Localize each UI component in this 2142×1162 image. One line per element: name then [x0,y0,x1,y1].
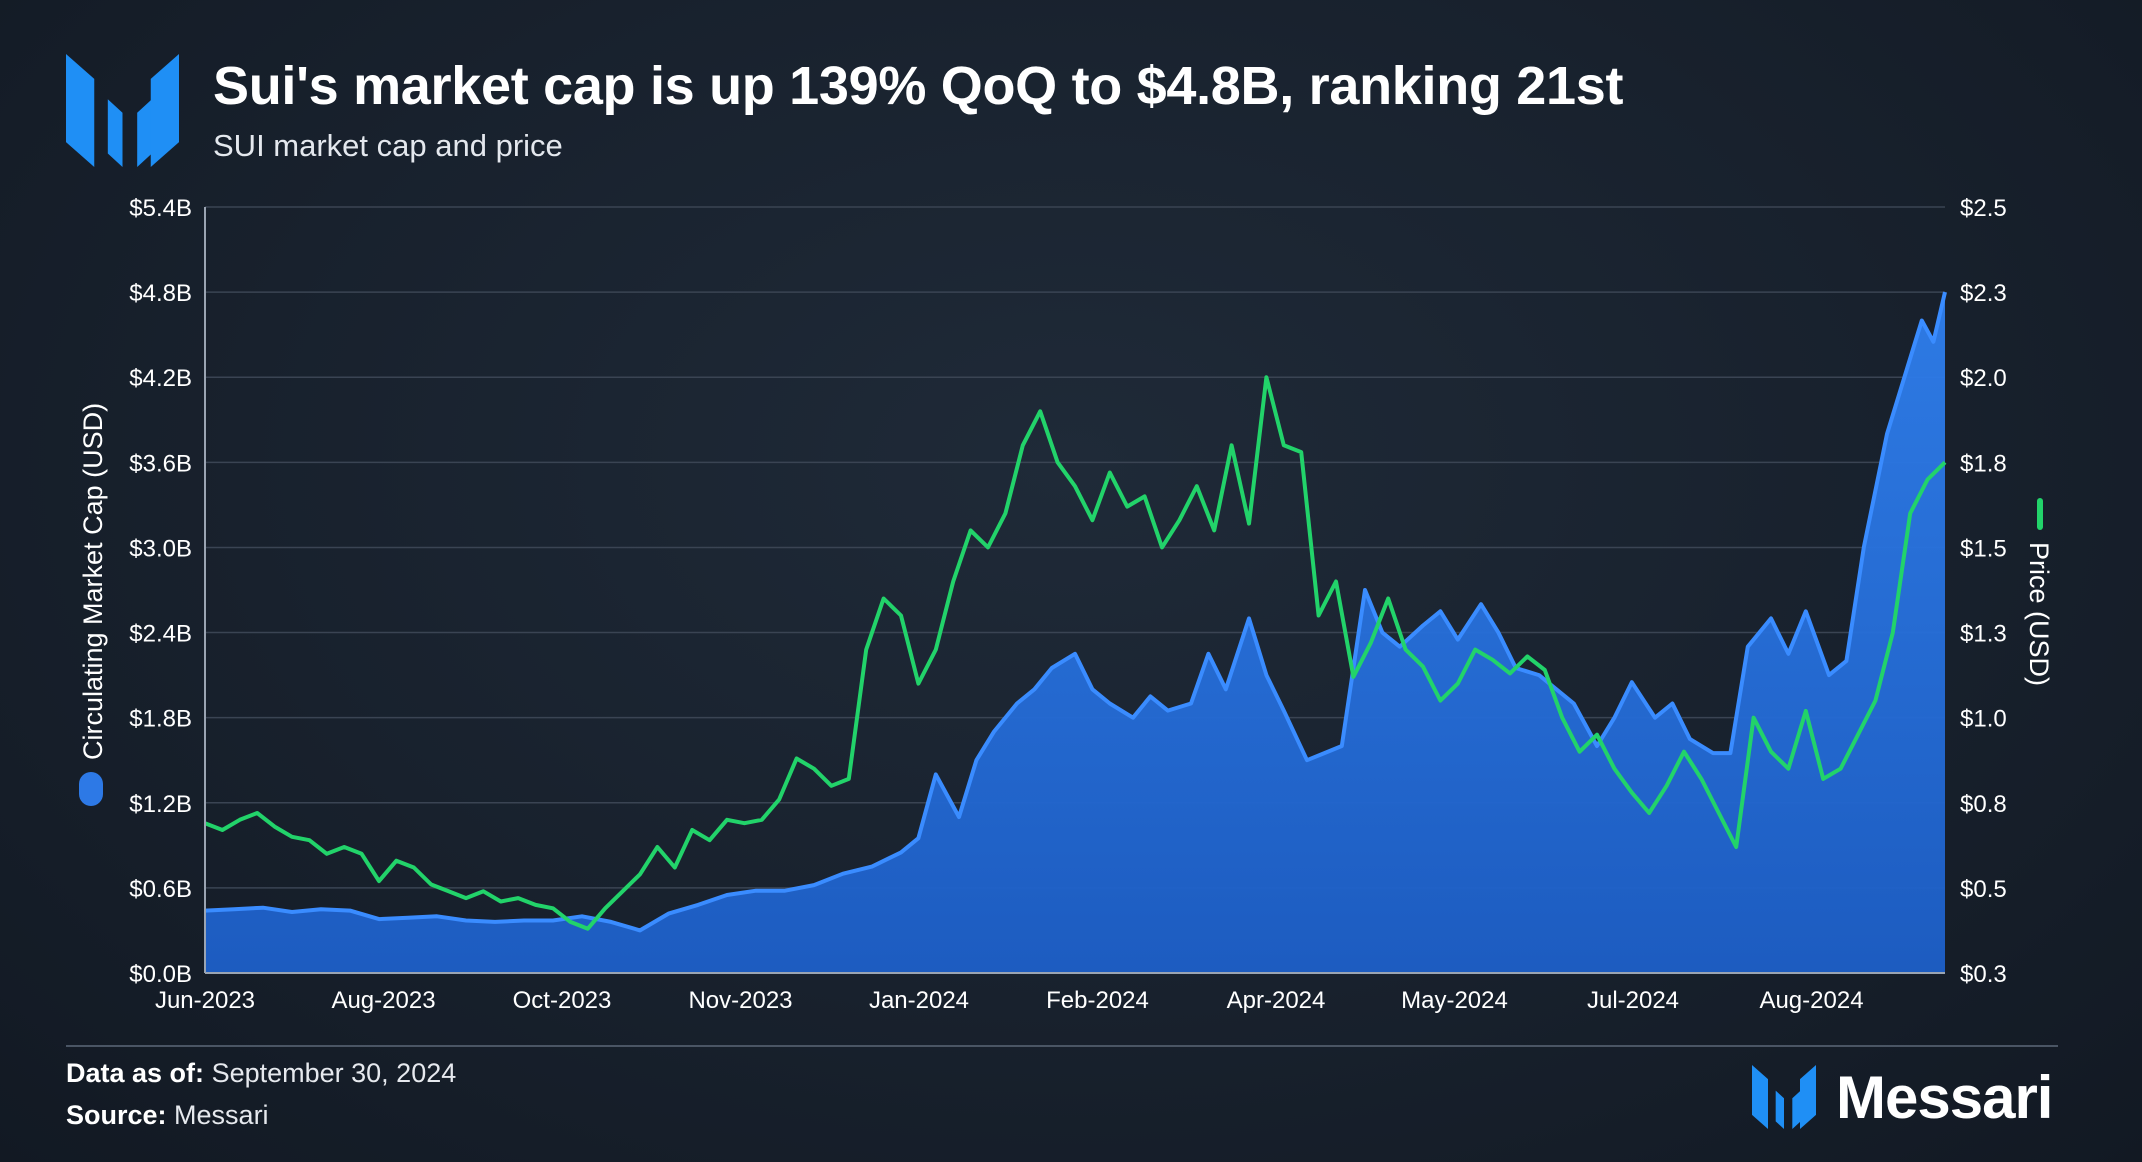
y-tick-label-left: $4.2B [129,365,192,392]
y-tick-label-right: $0.8 [1960,791,2007,818]
y-tick-label-right: $2.3 [1960,280,2007,307]
y-axis-left-ticks: $0.0B $0.6B $1.2B $1.8B $2.4B $3.0B $3.6B $4.2B… [129,195,192,988]
y-tick-label-left: $1.8B [129,706,192,733]
y-tick-label-right: $1.0 [1960,706,2007,733]
brand: Messari [1752,1063,2053,1131]
source-value: Messari [174,1100,269,1130]
data-as-of-value: September 30, 2024 [211,1058,457,1088]
messari-logo-icon [1752,1065,1816,1129]
y-tick-label-left: $3.6B [129,450,192,477]
y-tick-label-right: $1.5 [1960,535,2007,562]
y-tick-label-left: $4.8B [129,280,192,307]
y-tick-label-left: $0.6B [129,876,192,903]
x-tick-label: Aug-2023 [331,987,435,1014]
data-as-of: Data as of: September 30, 2024 [66,1058,456,1089]
y-tick-label-left: $5.4B [129,195,192,222]
price-line [204,375,1947,931]
chart: $0.0B $0.6B $1.2B $1.8B $2.4B $3.0B $3.6B $4.2B… [78,195,2054,1014]
x-tick-label: Oct-2023 [513,987,612,1014]
y-tick-label-left: $1.2B [129,791,192,818]
y-tick-label-left: $2.4B [129,621,192,648]
market-cap-line [204,291,1947,933]
x-axis-ticks: Jun-2023 Aug-2023 Oct-2023 Nov-2023 Jan-2024… [155,987,1864,1014]
y-axis-left-label: Circulating Market Cap (USD) [78,403,108,760]
source: Source: Messari [66,1100,269,1131]
x-tick-label: Jun-2023 [155,987,255,1014]
y-tick-label-left: $0.0B [129,961,192,988]
y-tick-label-right: $1.8 [1960,450,2007,477]
y-tick-label-right: $2.0 [1960,365,2007,392]
price-legend-swatch [2037,498,2043,530]
x-tick-label: Jul-2024 [1587,987,1679,1014]
footer-divider [66,1045,2058,1047]
y-axis-right-label: Price (USD) [2024,542,2054,686]
source-label: Source: [66,1100,167,1130]
x-tick-label: Nov-2023 [688,987,792,1014]
x-tick-label: May-2024 [1401,987,1508,1014]
x-tick-label: Aug-2024 [1759,987,1863,1014]
y-tick-label-right: $0.5 [1960,876,2007,903]
x-tick-label: Apr-2024 [1227,987,1326,1014]
page-title: Sui's market cap is up 139% QoQ to $4.8B… [213,56,1624,116]
y-axis-right-label-group: Price (USD) [2024,498,2054,686]
y-axis-right-ticks: $0.3 $0.5 $0.8 $1.0 $1.3 $1.5 $1.8 $2.0 $2.3 $2.5 [1960,195,2007,988]
page-subtitle: SUI market cap and price [213,128,563,163]
y-tick-label-left: $3.0B [129,535,192,562]
y-tick-label-right: $0.3 [1960,961,2007,988]
data-as-of-label: Data as of: [66,1058,205,1088]
messari-logo-icon [66,54,179,167]
x-tick-label: Jan-2024 [869,987,969,1014]
y-tick-label-right: $2.5 [1960,195,2007,222]
market-cap-legend-swatch [79,772,103,806]
y-tick-label-right: $1.3 [1960,621,2007,648]
market-cap-area [205,292,1945,974]
brand-name: Messari [1836,1063,2053,1131]
y-axis-left-label-group: Circulating Market Cap (USD) [78,403,108,806]
x-tick-label: Feb-2024 [1046,987,1149,1014]
